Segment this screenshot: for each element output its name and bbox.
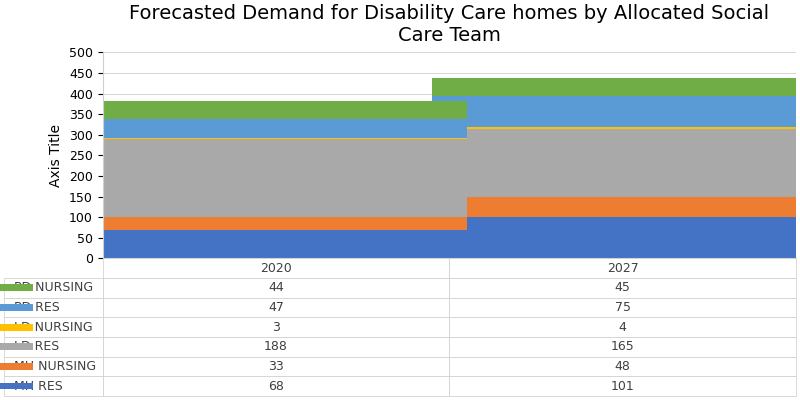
Y-axis label: Axis Title: Axis Title [50, 124, 63, 187]
Bar [432, 127, 800, 129]
Bar [86, 138, 466, 139]
Bar [86, 119, 466, 138]
Bar [432, 129, 800, 197]
Bar [0, 343, 33, 350]
Bar [86, 139, 466, 217]
Bar [432, 217, 800, 258]
Bar [86, 100, 466, 119]
Bar [0, 324, 33, 330]
Title: Forecasted Demand for Disability Care homes by Allocated Social
Care Team: Forecasted Demand for Disability Care ho… [130, 4, 770, 45]
Bar [432, 197, 800, 217]
Bar [0, 304, 33, 311]
Bar [0, 363, 33, 370]
Bar [86, 230, 466, 258]
Bar [0, 382, 33, 390]
Bar [432, 96, 800, 127]
Bar [0, 284, 33, 291]
Bar [432, 78, 800, 96]
Bar [86, 217, 466, 230]
